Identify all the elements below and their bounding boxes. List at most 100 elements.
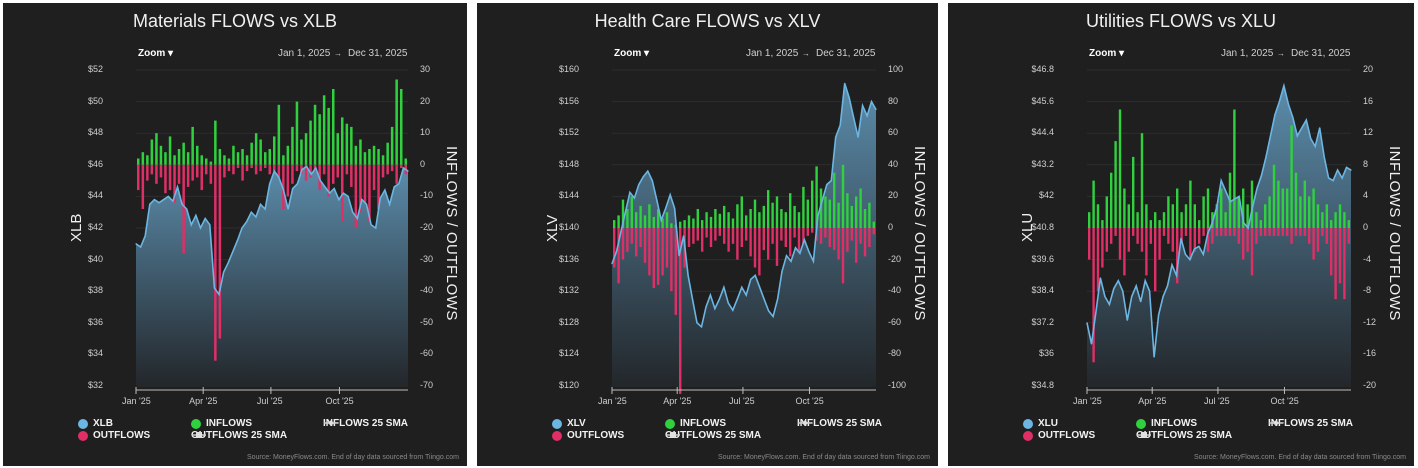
outflow-bar — [1272, 228, 1276, 236]
inflow-bar — [806, 199, 809, 228]
outflow-bar — [784, 228, 787, 247]
inflow-bar — [872, 221, 875, 228]
price-point — [1243, 222, 1245, 224]
outflow-bar — [1105, 228, 1108, 252]
price-point — [1256, 187, 1258, 190]
legend-item[interactable]: OUTFLOWS — [1023, 430, 1095, 441]
price-point — [1278, 101, 1280, 103]
legend-item[interactable]: INFLOWS 25 SMA — [323, 418, 408, 429]
inflow-bar — [837, 202, 840, 228]
price-point — [1184, 253, 1186, 255]
inflow-bar — [372, 145, 376, 165]
zoom-dropdown[interactable]: Zoom ▾ — [1089, 48, 1125, 59]
price-point — [718, 298, 720, 300]
date-to[interactable]: Dec 31, 2025 — [348, 48, 408, 59]
legend-item[interactable]: OUTFLOWS 25 SMA — [665, 430, 761, 441]
y2-tick-label: 8 — [1363, 158, 1369, 169]
y2-tick-label: -20 — [888, 253, 902, 264]
outflow-bar — [386, 164, 389, 175]
date-arrow: → — [802, 49, 810, 58]
inflow-bar — [802, 186, 805, 228]
outflow-bar — [850, 228, 853, 241]
price-point — [1341, 177, 1343, 179]
inflow-bar — [200, 155, 203, 165]
outflow-bar — [630, 228, 633, 244]
legend-circle-icon — [665, 418, 675, 429]
price-point — [1247, 227, 1249, 229]
outflow-bar — [1286, 228, 1289, 236]
legend-item[interactable]: XLB — [78, 418, 113, 429]
legend-item[interactable]: XLU — [1023, 418, 1058, 429]
date-to[interactable]: Dec 31, 2025 — [816, 48, 876, 59]
inflow-bar — [304, 133, 308, 165]
inflow-bar — [1233, 109, 1236, 228]
zoom-dropdown[interactable]: Zoom ▾ — [614, 48, 650, 59]
legend-item[interactable]: OUTFLOWS 25 SMA — [191, 430, 287, 441]
outflow-bar — [182, 164, 185, 254]
legend-item[interactable]: INFLOWS 25 SMA — [1268, 418, 1353, 429]
price-point — [384, 189, 386, 191]
outflow-bar — [291, 164, 294, 184]
price-point — [1332, 180, 1334, 182]
price-point — [236, 240, 238, 242]
inflow-bar — [1277, 180, 1280, 228]
price-point — [835, 136, 837, 138]
inflow-bar — [1259, 220, 1262, 228]
inflow-bar — [863, 209, 867, 228]
y2-tick-label: 12 — [1363, 127, 1374, 138]
legend-item[interactable]: INFLOWS — [665, 418, 726, 429]
price-point — [407, 170, 409, 172]
price-point — [1135, 285, 1137, 287]
legend-item[interactable]: OUTFLOWS — [552, 430, 624, 441]
outflow-bar — [863, 228, 867, 257]
chart-plot — [135, 69, 409, 394]
legend-item[interactable]: INFLOWS — [191, 418, 252, 429]
price-point — [213, 287, 215, 289]
y2-tick-label: 0 — [420, 158, 426, 169]
inflow-bar — [386, 142, 389, 165]
outflow-bar — [1198, 228, 1201, 244]
outflow-bar — [846, 228, 849, 252]
legend-label: OUTFLOWS — [567, 430, 625, 441]
inflow-bar — [749, 209, 752, 228]
inflow-bar — [295, 101, 299, 165]
y-tick-label: $128 — [558, 316, 579, 327]
date-from[interactable]: Jan 1, 2025 — [278, 48, 331, 59]
y2-axis-title: INFLOWS / OUTFLOWS — [443, 146, 460, 321]
outflow-bar — [789, 228, 792, 257]
outflow-bar — [1277, 228, 1280, 236]
outflow-bar — [1154, 228, 1157, 292]
legend-item[interactable]: XLV — [552, 418, 586, 429]
price-point — [696, 322, 698, 324]
price-point — [232, 251, 234, 253]
y2-tick-label: -60 — [888, 316, 902, 327]
inflow-bar — [665, 212, 669, 228]
outflow-bar — [723, 228, 726, 244]
date-to[interactable]: Dec 31, 2025 — [1291, 48, 1351, 59]
chart-plot — [611, 69, 877, 394]
legend-item[interactable]: INFLOWS 25 SMA — [797, 418, 882, 429]
date-from[interactable]: Jan 1, 2025 — [1221, 48, 1274, 59]
zoom-dropdown[interactable]: Zoom ▾ — [138, 48, 174, 59]
inflow-bar — [259, 139, 262, 165]
price-point — [144, 235, 146, 237]
inflow-bar — [146, 155, 149, 165]
outflow-bar — [665, 228, 669, 268]
inflow-bar — [1127, 204, 1130, 228]
x-tick-label: Jul '25 — [256, 396, 283, 406]
outflow-bar — [191, 164, 194, 181]
inflow-bar — [1246, 204, 1249, 228]
legend-item[interactable]: OUTFLOWS 25 SMA — [1136, 430, 1232, 441]
inflow-bar — [652, 216, 655, 228]
y2-tick-label: -60 — [420, 348, 434, 359]
outflow-bar — [714, 228, 717, 241]
price-point — [292, 187, 294, 190]
inflow-bar — [227, 158, 231, 165]
date-from[interactable]: Jan 1, 2025 — [746, 48, 799, 59]
price-point — [665, 207, 667, 209]
legend-item[interactable]: OUTFLOWS — [78, 430, 150, 441]
outflow-bar — [146, 164, 149, 181]
price-point — [656, 199, 658, 201]
legend-item[interactable]: INFLOWS — [1136, 418, 1197, 429]
y2-tick-label: 4 — [1363, 190, 1369, 201]
